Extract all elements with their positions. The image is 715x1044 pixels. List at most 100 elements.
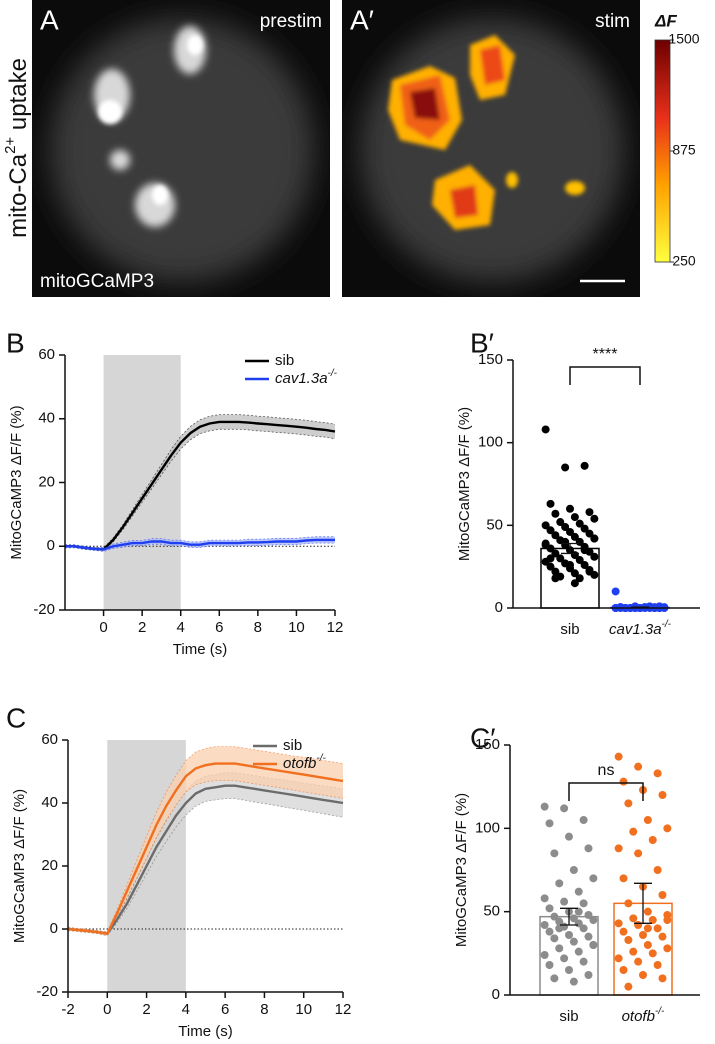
y-axis-title: MitoGCaMP3 ΔF/F (%) bbox=[453, 793, 470, 947]
legend-label-text: cav1.3a bbox=[275, 370, 328, 387]
micrograph-stim bbox=[342, 0, 640, 297]
data-point bbox=[555, 879, 564, 888]
data-point bbox=[629, 947, 638, 956]
data-point bbox=[551, 549, 560, 558]
trace bbox=[65, 420, 336, 551]
data-point bbox=[540, 951, 549, 959]
data-point bbox=[540, 921, 549, 929]
row-label-superscript: 2+ bbox=[2, 137, 19, 154]
data-point bbox=[643, 924, 652, 933]
x-tick-label: 2 bbox=[142, 1001, 150, 1018]
x-tick-label-superscript: -/- bbox=[655, 1006, 665, 1017]
data-point bbox=[566, 527, 574, 536]
panel-label: C′ bbox=[470, 722, 495, 753]
data-point bbox=[580, 524, 589, 533]
data-point bbox=[589, 874, 598, 883]
x-tick-label: cav1.3a-/- bbox=[609, 619, 672, 638]
data-point bbox=[579, 899, 588, 908]
data-point bbox=[585, 508, 594, 517]
data-point bbox=[653, 961, 662, 969]
x-axis-title: Time (s) bbox=[178, 1023, 232, 1040]
data-point bbox=[580, 461, 589, 470]
data-point bbox=[584, 932, 593, 941]
trace bbox=[65, 538, 335, 551]
data-point bbox=[565, 832, 573, 841]
data-point bbox=[579, 957, 588, 966]
data-point bbox=[624, 936, 633, 944]
trace bbox=[67, 762, 344, 936]
y-tick-label: 100 bbox=[475, 819, 500, 836]
data-point bbox=[590, 534, 599, 543]
data-point bbox=[653, 769, 662, 778]
data-point bbox=[658, 791, 667, 799]
data-point bbox=[540, 894, 549, 903]
condition-label: prestim bbox=[260, 11, 322, 32]
x-tick-label-text: sib bbox=[560, 621, 579, 638]
data-point bbox=[653, 866, 662, 874]
data-point bbox=[550, 912, 559, 921]
data-point bbox=[574, 947, 583, 956]
data-point bbox=[658, 891, 667, 899]
data-point bbox=[540, 802, 549, 811]
x-tick-label: 10 bbox=[288, 619, 305, 636]
data-point bbox=[574, 887, 583, 896]
data-point bbox=[663, 824, 672, 833]
x-tick-label: sib bbox=[559, 1008, 578, 1025]
data-point bbox=[570, 513, 579, 522]
y-tick-label: -20 bbox=[36, 983, 58, 1000]
data-point bbox=[545, 961, 554, 969]
data-point bbox=[550, 934, 559, 943]
data-point bbox=[541, 541, 550, 550]
significance-label: **** bbox=[593, 346, 618, 363]
x-tick-label: 6 bbox=[215, 619, 223, 636]
data-point bbox=[619, 874, 628, 883]
y-tick-label: 60 bbox=[38, 346, 55, 363]
error-bar bbox=[560, 907, 578, 926]
x-tick-label: 8 bbox=[254, 619, 262, 636]
y-axis-title: MitoGCaMP3 ΔF/F (%) bbox=[456, 407, 473, 561]
legend-label: sib bbox=[283, 737, 302, 754]
data-point bbox=[556, 518, 565, 527]
data-point bbox=[590, 552, 599, 561]
y-tick-label: 0 bbox=[50, 920, 58, 937]
data-point bbox=[569, 937, 578, 946]
data-point bbox=[569, 866, 578, 874]
data-point bbox=[584, 971, 593, 979]
data-point bbox=[619, 966, 628, 974]
error-band-edge bbox=[65, 542, 335, 552]
data-point bbox=[643, 941, 652, 949]
data-point bbox=[653, 924, 662, 933]
data-point bbox=[551, 531, 560, 540]
y-tick-label: 40 bbox=[38, 410, 55, 427]
y-tick-label: 50 bbox=[483, 903, 500, 920]
data-point bbox=[569, 977, 578, 986]
data-point bbox=[634, 921, 643, 929]
x-tick-label: -2 bbox=[61, 1001, 74, 1018]
data-point bbox=[545, 904, 554, 913]
x-tick-label-superscript: -/- bbox=[662, 619, 672, 630]
data-point bbox=[589, 941, 598, 949]
x-tick-label: 0 bbox=[99, 619, 107, 636]
row-label: mito-Ca2+ uptake bbox=[2, 58, 32, 238]
data-point bbox=[619, 927, 628, 936]
y-tick-label: 40 bbox=[41, 794, 58, 811]
data-point bbox=[629, 827, 638, 836]
significance-bracket bbox=[568, 782, 644, 801]
legend-label-text: otofb bbox=[283, 755, 316, 772]
data-point bbox=[550, 974, 559, 983]
legend-label-text: sib bbox=[275, 352, 294, 369]
data-point bbox=[555, 917, 564, 926]
y-tick-label: 20 bbox=[38, 473, 55, 490]
data-point bbox=[585, 529, 594, 538]
data-point bbox=[566, 504, 574, 513]
colorbar-tick-label: 250 bbox=[672, 253, 696, 269]
x-tick-label: 0 bbox=[103, 1001, 111, 1018]
row-label-text: uptake bbox=[5, 58, 32, 137]
data-point bbox=[560, 804, 569, 813]
colorbar-tick-label: 1500 bbox=[668, 31, 699, 47]
error-band-edge bbox=[67, 746, 344, 933]
data-point bbox=[575, 574, 584, 583]
data-point bbox=[551, 567, 560, 576]
